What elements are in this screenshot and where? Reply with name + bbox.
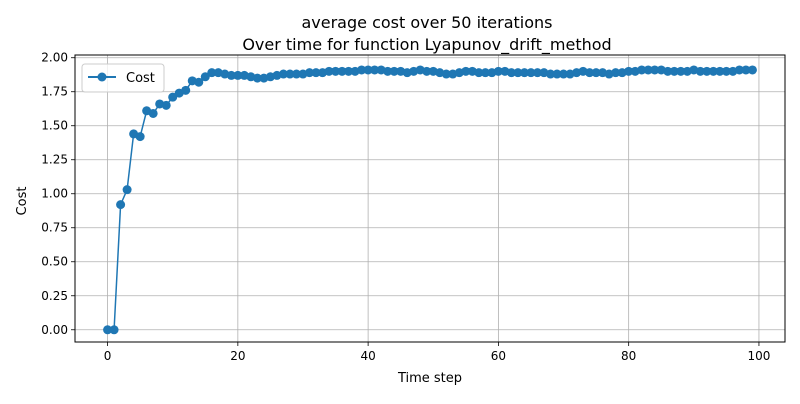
chart-subtitle: Over time for function Lyapunov_drift_me… — [242, 35, 611, 55]
y-axis-label: Cost — [15, 187, 30, 216]
y-tick-label: 0.50 — [41, 255, 68, 269]
data-point — [461, 66, 471, 76]
data-point — [546, 69, 556, 79]
data-point — [513, 68, 523, 78]
data-point — [357, 65, 367, 75]
data-point — [422, 66, 432, 76]
data-point — [161, 100, 171, 110]
data-point — [637, 65, 647, 75]
x-tick-label: 80 — [621, 349, 636, 363]
data-point — [331, 66, 341, 76]
data-point — [441, 69, 451, 79]
data-point — [278, 69, 288, 79]
y-tick-label: 1.25 — [41, 153, 68, 167]
data-point — [663, 66, 673, 76]
grid — [75, 55, 785, 342]
data-point — [168, 92, 178, 102]
data-point — [389, 66, 399, 76]
y-tick-label: 0.00 — [41, 323, 68, 337]
data-point — [741, 65, 751, 75]
data-point — [715, 66, 725, 76]
data-point — [559, 69, 569, 79]
x-tick-label: 0 — [104, 349, 112, 363]
data-point — [194, 77, 204, 87]
data-point — [474, 68, 484, 78]
data-point — [695, 66, 705, 76]
data-point — [200, 72, 210, 82]
data-point — [650, 65, 660, 75]
data-point — [207, 68, 217, 78]
data-point — [291, 69, 301, 79]
data-point — [109, 325, 119, 335]
data-point — [669, 66, 679, 76]
data-point — [676, 66, 686, 76]
data-point — [324, 66, 334, 76]
data-point — [135, 132, 145, 142]
data-point — [734, 65, 744, 75]
y-tick-label: 1.75 — [41, 85, 68, 99]
series-layer — [103, 65, 757, 335]
x-tick-label: 20 — [230, 349, 245, 363]
data-point — [103, 325, 113, 335]
data-point — [304, 68, 314, 78]
plot-frame — [74, 54, 786, 343]
data-point — [506, 68, 516, 78]
axis-ticks: 0 20 40 60 80 100 0.00 0.25 0.50 0.75 1.00 1.25 1.50… — [41, 51, 770, 363]
legend-marker — [97, 72, 107, 82]
data-point — [519, 68, 529, 78]
data-point — [363, 65, 373, 75]
data-point — [591, 68, 601, 78]
legend-box — [81, 63, 165, 93]
data-point — [480, 68, 490, 78]
data-point — [148, 108, 158, 118]
y-tick-label: 2.00 — [41, 51, 68, 65]
x-tick-label: 100 — [747, 349, 770, 363]
legend-label-cost: Cost — [126, 71, 155, 86]
data-point — [116, 200, 126, 210]
data-point — [493, 66, 503, 76]
data-point — [708, 66, 718, 76]
legend: Cost — [81, 63, 165, 93]
data-point — [181, 85, 191, 95]
data-point — [721, 66, 731, 76]
data-point — [337, 66, 347, 76]
data-point — [370, 65, 380, 75]
y-tick-label: 1.00 — [41, 187, 68, 201]
data-point — [233, 70, 243, 80]
data-point — [532, 68, 542, 78]
data-point — [552, 69, 562, 79]
data-point — [702, 66, 712, 76]
y-tick-label: 1.50 — [41, 119, 68, 133]
data-point — [285, 69, 295, 79]
data-point — [624, 66, 634, 76]
data-point — [252, 73, 262, 83]
data-point — [122, 185, 132, 195]
data-point — [226, 70, 236, 80]
data-point — [585, 68, 595, 78]
data-point — [344, 66, 354, 76]
x-axis-label: Time step — [397, 371, 462, 386]
data-point — [383, 66, 393, 76]
y-tick-label: 0.75 — [41, 221, 68, 235]
x-tick-label: 60 — [491, 349, 506, 363]
data-point — [611, 68, 621, 78]
x-tick-label: 40 — [360, 349, 375, 363]
data-point — [311, 68, 321, 78]
y-tick-label: 0.25 — [41, 289, 68, 303]
chart-title: average cost over 50 iterations — [301, 13, 552, 32]
data-point — [526, 68, 536, 78]
data-point — [643, 65, 653, 75]
data-point — [747, 65, 757, 75]
